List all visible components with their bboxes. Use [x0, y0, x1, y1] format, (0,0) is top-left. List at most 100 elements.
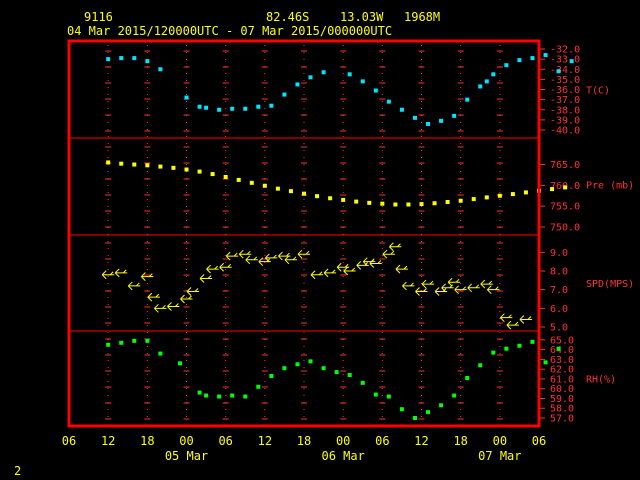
x-tick-label: 18: [297, 434, 311, 448]
temperature-point: [360, 79, 365, 84]
wind-barb: [284, 255, 297, 265]
wind-barb: [434, 287, 448, 296]
temperature-point: [145, 59, 150, 64]
pressure-point: [419, 202, 424, 207]
humidity-tick-label: 62.0: [550, 365, 574, 376]
temperature-point: [386, 99, 391, 104]
pressure-tick-label: 765.0: [550, 160, 580, 171]
x-date-label: 05 Mar: [165, 449, 208, 463]
temperature-point: [158, 67, 163, 72]
wind-tick-label: 9.0: [550, 248, 568, 259]
temperature-point: [282, 92, 287, 97]
wind-barb: [258, 257, 271, 267]
wind-barb: [467, 283, 480, 293]
temperature-point: [452, 113, 457, 118]
wind-barb: [154, 303, 167, 313]
wind-barb: [238, 249, 252, 259]
wind-barb: [180, 294, 193, 304]
wind-barb: [382, 249, 395, 259]
temperature-point: [517, 58, 522, 63]
wind-barb: [362, 257, 376, 267]
humidity-point: [426, 410, 431, 415]
pressure-point: [497, 193, 502, 198]
pressure-tick-label: 750.0: [550, 223, 580, 234]
wind-barb: [186, 287, 200, 296]
humidity-point: [491, 350, 496, 355]
temperature-point: [217, 107, 222, 112]
temperature-point: [484, 79, 489, 84]
wind-barb: [356, 261, 369, 270]
pressure-point: [354, 199, 359, 204]
humidity-point: [517, 343, 522, 348]
humidity-point: [412, 416, 417, 420]
wind-barb: [147, 292, 160, 302]
pressure-point: [484, 195, 489, 200]
humidity-point: [204, 393, 209, 398]
humidity-point: [334, 370, 339, 375]
temperature-point: [347, 72, 352, 77]
humidity-tick-label: 63.0: [550, 355, 574, 366]
temperature-point: [243, 106, 248, 111]
x-date-label: 07 Mar: [478, 449, 521, 463]
wind-barb: [441, 283, 454, 293]
pressure-point: [249, 180, 254, 185]
wind-tick-label: 5.0: [550, 323, 568, 334]
pressure-point: [550, 187, 555, 192]
temperature-point: [491, 72, 496, 77]
wind-barb: [421, 279, 435, 289]
page-number: 2: [14, 464, 22, 478]
wind-barb: [336, 262, 350, 272]
temperature-tick-label: -36.0: [550, 85, 580, 96]
humidity-point: [439, 403, 444, 408]
pressure-point: [445, 200, 450, 204]
humidity-point: [530, 339, 535, 344]
humidity-point: [452, 393, 457, 398]
x-tick-label: 06: [62, 434, 76, 448]
pressure-point: [315, 194, 320, 199]
temperature-point: [256, 104, 261, 109]
station-elevation: 1968M: [404, 10, 441, 24]
wind-barb: [480, 279, 493, 289]
x-tick-label: 06: [218, 434, 232, 448]
humidity-tick-label: 65.0: [550, 335, 574, 346]
wind-barb: [415, 287, 428, 296]
temperature-tick-label: -33.0: [550, 55, 580, 66]
temperature-tick-label: -35.0: [550, 75, 580, 86]
x-tick-label: 06: [532, 434, 546, 448]
wind-barb: [506, 320, 519, 330]
pressure-point: [275, 186, 280, 191]
wind-barb: [447, 277, 461, 287]
humidity-point: [132, 338, 137, 343]
wind-barb: [245, 255, 258, 265]
station-id: 9116: [84, 10, 113, 24]
pressure-point: [458, 198, 463, 203]
temperature-point: [184, 95, 189, 100]
pressure-point: [262, 183, 267, 188]
station-longitude: 13.03W: [340, 10, 384, 24]
wind-barb: [167, 302, 180, 311]
wind-barb: [454, 285, 467, 295]
pressure-point: [341, 197, 346, 202]
temperature-point: [530, 56, 535, 61]
temperature-point: [543, 53, 548, 58]
pressure-point: [393, 202, 398, 207]
humidity-point: [106, 342, 111, 347]
temperature-point: [197, 104, 202, 109]
wind-barb: [140, 272, 154, 281]
temperature-tick-label: -37.0: [550, 95, 580, 106]
pressure-point: [145, 163, 150, 168]
temperature-point: [321, 70, 326, 75]
pressure-point: [510, 192, 515, 197]
wind-barb: [199, 274, 213, 283]
temperature-label: T(C): [586, 86, 610, 97]
humidity-tick-label: 60.0: [550, 384, 574, 395]
wind-barb: [486, 285, 500, 295]
humidity-point: [243, 394, 248, 399]
humidity-tick-label: 58.0: [550, 404, 574, 415]
temperature-point: [478, 84, 483, 89]
temperature-point: [269, 103, 274, 108]
temperature-point: [373, 88, 378, 93]
humidity-label: RH(%): [586, 375, 616, 386]
wind-barb: [206, 264, 219, 274]
temperature-point: [569, 59, 574, 64]
